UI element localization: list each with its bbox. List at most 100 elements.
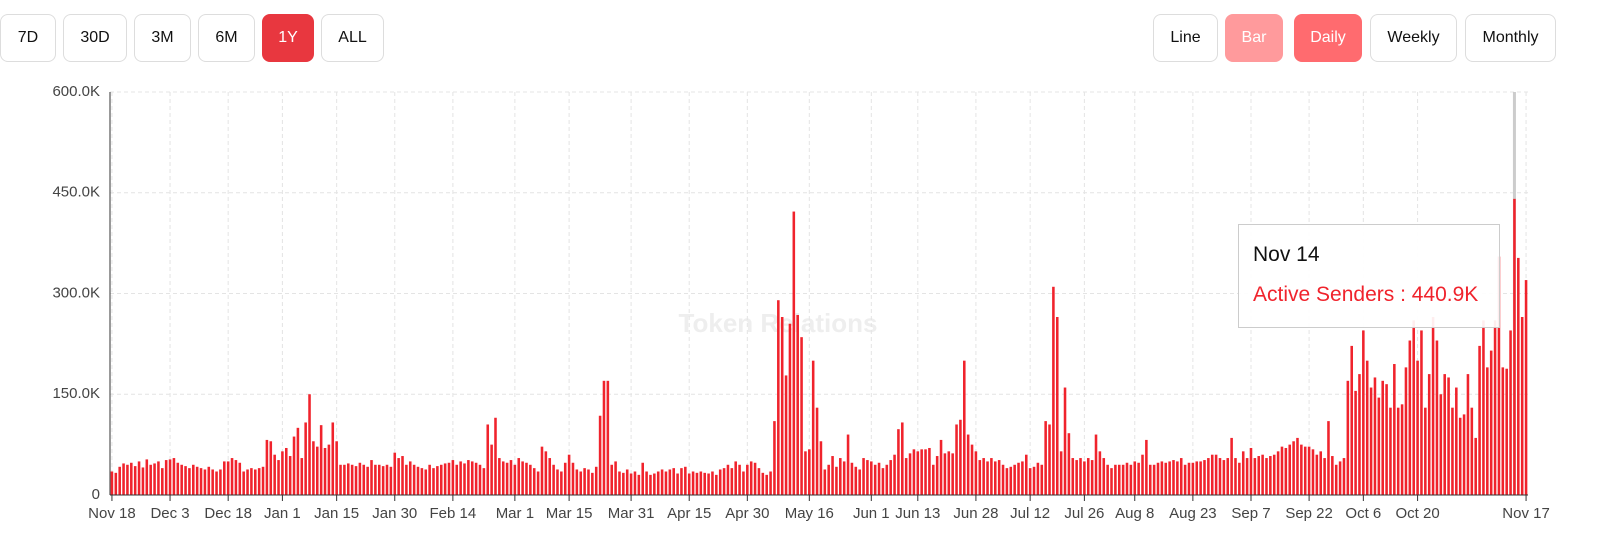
bar: [997, 460, 1001, 495]
button[interactable]: 3M: [134, 14, 191, 62]
bar: [757, 468, 761, 495]
x-tick-label: Jul 26: [1064, 505, 1104, 522]
bar: [587, 469, 590, 495]
bar: [656, 471, 660, 495]
x-tick-label: Jun 28: [953, 505, 998, 522]
bar: [1214, 454, 1218, 495]
bar: [815, 407, 819, 495]
bar: [1505, 368, 1508, 495]
bar: [567, 454, 571, 495]
bar: [505, 462, 509, 495]
bar: [707, 473, 710, 495]
bar: [935, 456, 939, 495]
x-tick-label: Jun 1: [853, 505, 890, 522]
bar: [1520, 317, 1524, 495]
bar: [261, 466, 265, 495]
bar: [401, 456, 404, 495]
bar: [494, 417, 497, 495]
bar: [226, 461, 230, 495]
bar: [114, 472, 118, 495]
x-tick-label: Sep 7: [1231, 505, 1270, 522]
bar: [1377, 397, 1381, 495]
bar: [544, 451, 548, 495]
bar: [1307, 446, 1311, 495]
bar: [374, 464, 377, 495]
button[interactable]: 6M: [198, 14, 255, 62]
bar: [730, 468, 734, 495]
button[interactable]: 30D: [63, 14, 127, 62]
bar: [986, 461, 989, 495]
bar: [1234, 458, 1237, 495]
bar: [684, 466, 687, 495]
bar: [161, 468, 164, 495]
bar: [1063, 387, 1067, 495]
bar: [560, 471, 563, 495]
bar: [343, 464, 346, 495]
bar: [1040, 464, 1044, 495]
bar: [1207, 458, 1210, 495]
bar: [110, 471, 114, 495]
bar: [219, 469, 222, 495]
bar: [1071, 458, 1075, 495]
bar: [1013, 464, 1016, 495]
y-tick-label: 0: [92, 486, 100, 503]
x-tick-label: Dec 3: [150, 505, 189, 522]
bar: [145, 459, 149, 495]
button[interactable]: Weekly: [1370, 14, 1457, 62]
bar: [1059, 451, 1063, 495]
bar: [1017, 462, 1020, 495]
bar: [866, 460, 869, 495]
bar: [1176, 461, 1179, 495]
bar: [625, 469, 629, 495]
bar: [583, 468, 586, 495]
bar: [695, 472, 699, 495]
bar: [443, 463, 447, 495]
bar: [738, 464, 741, 495]
bar: [1272, 454, 1276, 495]
bar: [1187, 462, 1191, 495]
button[interactable]: 1Y: [262, 14, 314, 62]
bar: [315, 446, 319, 495]
bar: [323, 447, 327, 495]
bar: [1021, 461, 1024, 495]
bar: [432, 468, 435, 495]
bar: [250, 468, 253, 495]
bar: [1517, 257, 1520, 495]
bar: [385, 464, 389, 495]
bar: [637, 474, 641, 495]
bar: [1373, 377, 1377, 495]
bar: [691, 471, 695, 495]
bar: [1179, 458, 1183, 495]
button[interactable]: Bar: [1225, 14, 1283, 62]
bar: [726, 464, 730, 495]
bar: [1303, 446, 1307, 495]
bar: [804, 451, 807, 495]
bar: [920, 449, 923, 495]
bar: [203, 469, 207, 495]
bar: [579, 471, 583, 495]
bar: [1044, 421, 1047, 495]
button[interactable]: Monthly: [1465, 14, 1556, 62]
button[interactable]: ALL: [321, 14, 384, 62]
bar: [304, 422, 307, 495]
bar: [904, 458, 908, 495]
button[interactable]: Line: [1153, 14, 1218, 62]
bar: [622, 472, 625, 495]
bar: [1400, 404, 1404, 495]
bar: [1245, 458, 1249, 495]
bar: [1296, 437, 1299, 495]
bar: [370, 460, 373, 495]
bar: [939, 439, 943, 495]
button[interactable]: Daily: [1294, 14, 1362, 62]
x-tick-label: Oct 6: [1345, 505, 1381, 522]
bar: [277, 460, 280, 495]
bar: [288, 456, 292, 495]
x-tick-label: Apr 15: [667, 505, 711, 522]
bar: [1427, 374, 1431, 495]
bar: [1493, 320, 1497, 495]
bar: [532, 468, 536, 495]
bar: [362, 464, 366, 495]
bar: [529, 464, 532, 495]
button[interactable]: 7D: [0, 14, 56, 62]
